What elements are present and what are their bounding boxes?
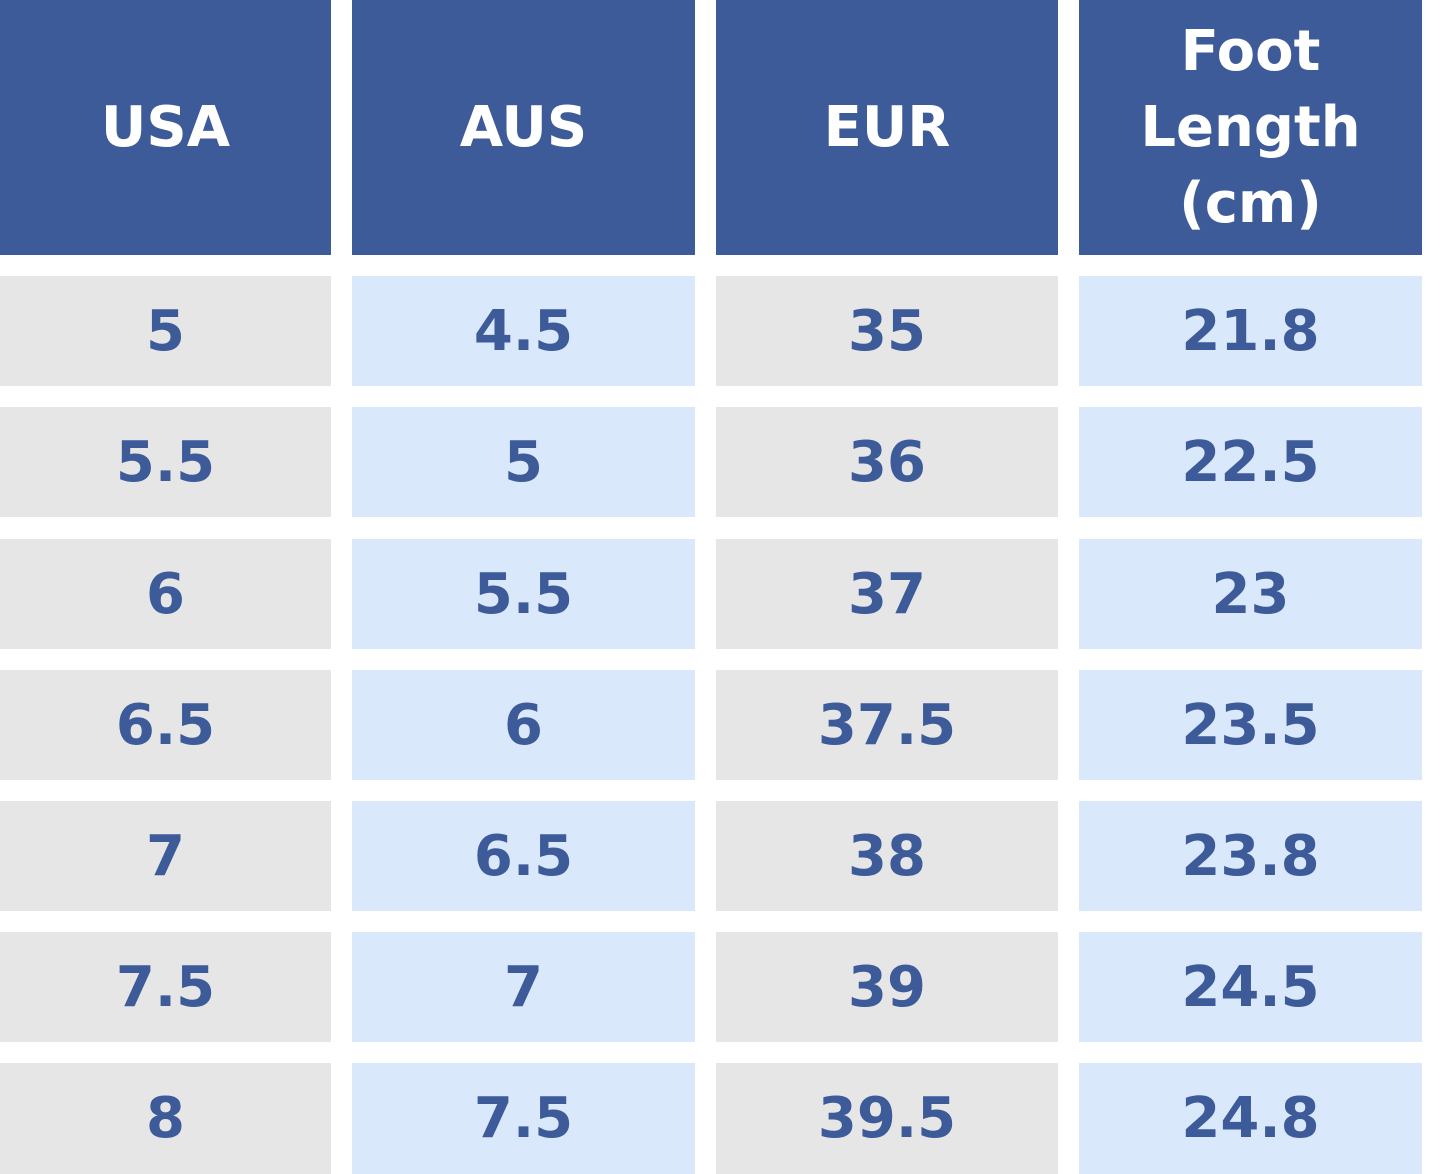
table-cell: 36: [716, 407, 1058, 517]
header-foot-length-line-3: (cm): [1179, 170, 1322, 236]
table-cell: 8: [0, 1063, 331, 1174]
table-cell: 5.5: [0, 407, 331, 517]
header-eur-text: EUR: [823, 94, 951, 160]
header-foot-length-line-1: Foot: [1180, 18, 1321, 84]
table-cell: 23.8: [1079, 801, 1422, 911]
table-cell: 21.8: [1079, 276, 1422, 386]
table-cell: 37.5: [716, 670, 1058, 780]
table-cell: 22.5: [1079, 407, 1422, 517]
table-cell: 23: [1079, 539, 1422, 649]
table-cell: 6: [0, 539, 331, 649]
header-aus-text: AUS: [459, 94, 588, 160]
table-cell: 23.5: [1079, 670, 1422, 780]
table-cell: 7: [0, 801, 331, 911]
header-foot-length: Foot Length (cm): [1079, 0, 1422, 255]
table-cell: 6: [352, 670, 695, 780]
table-cell: 24.8: [1079, 1063, 1422, 1174]
table-cell: 7.5: [352, 1063, 695, 1174]
table-cell: 38: [716, 801, 1058, 911]
header-usa-text: USA: [100, 94, 231, 160]
table-cell: 5.5: [352, 539, 695, 649]
table-cell: 7.5: [0, 932, 331, 1042]
table-cell: 37: [716, 539, 1058, 649]
table-cell: 4.5: [352, 276, 695, 386]
table-cell: 7: [352, 932, 695, 1042]
header-aus: AUS: [352, 0, 695, 255]
table-cell: 5: [352, 407, 695, 517]
table-cell: 39.5: [716, 1063, 1058, 1174]
header-usa: USA: [0, 0, 331, 255]
table-cell: 6.5: [0, 670, 331, 780]
table-cell: 35: [716, 276, 1058, 386]
table-cell: 24.5: [1079, 932, 1422, 1042]
table-cell: 6.5: [352, 801, 695, 911]
table-cell: 5: [0, 276, 331, 386]
table-cell: 39: [716, 932, 1058, 1042]
header-foot-length-line-2: Length: [1140, 94, 1361, 160]
header-eur: EUR: [716, 0, 1058, 255]
